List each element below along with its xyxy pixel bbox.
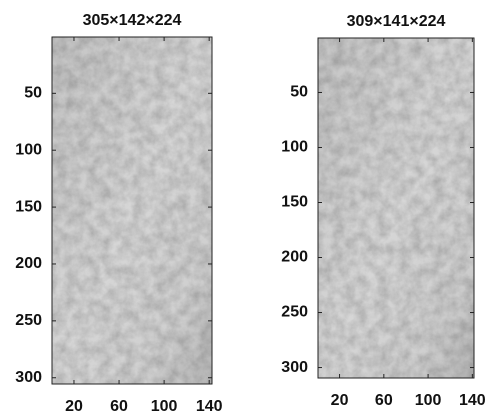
axes-box (51, 36, 213, 385)
panel-title: 309×141×224 (347, 13, 446, 30)
x-tick-label: 60 (110, 398, 128, 415)
y-tick-label: 150 (281, 194, 308, 211)
x-tick-label: 20 (331, 392, 349, 409)
panel-title: 305×142×224 (83, 12, 182, 29)
x-tick-label: 100 (415, 392, 442, 409)
y-tick-label: 100 (15, 141, 42, 158)
x-tick-label: 20 (65, 398, 83, 415)
y-tick-label: 150 (15, 198, 42, 215)
image (52, 37, 212, 384)
x-tick-label: 100 (151, 398, 178, 415)
y-tick-label: 300 (15, 369, 42, 386)
y-tick-label: 100 (281, 139, 308, 156)
y-tick-label: 200 (15, 255, 42, 272)
x-tick-label: 140 (459, 392, 486, 409)
y-tick-label: 50 (290, 84, 308, 101)
x-tick-label: 140 (196, 398, 223, 415)
y-tick-label: 250 (281, 304, 308, 321)
y-tick-label: 200 (281, 249, 308, 266)
axes-box (317, 37, 475, 379)
x-tick-label: 60 (375, 392, 393, 409)
y-tick-label: 50 (24, 85, 42, 102)
image (318, 38, 474, 378)
y-tick-label: 250 (15, 312, 42, 329)
y-tick-label: 300 (281, 359, 308, 376)
